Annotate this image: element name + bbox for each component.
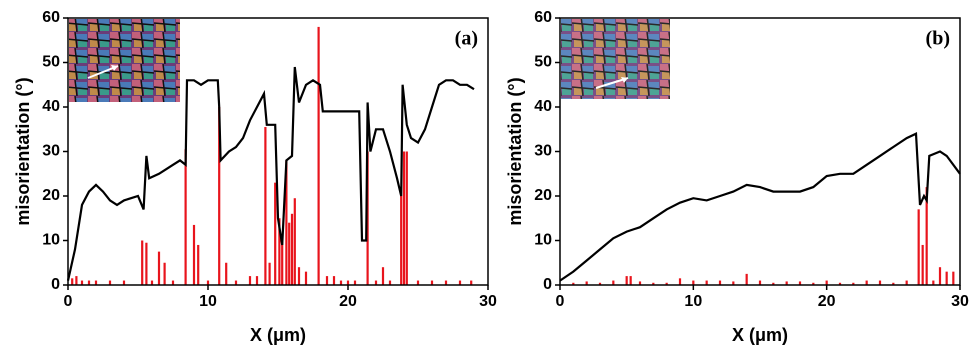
bar — [400, 196, 402, 285]
inset-a — [69, 19, 180, 102]
y-tick-label: 40 — [42, 98, 60, 115]
y-axis-label: misorientation (°) — [505, 77, 525, 225]
bar — [630, 276, 632, 285]
panel-label: (b) — [926, 28, 950, 50]
y-tick-label: 40 — [534, 98, 552, 115]
x-tick-label: 30 — [479, 293, 497, 310]
bar — [158, 252, 160, 285]
y-tick-label: 60 — [534, 9, 552, 26]
x-tick-label: 20 — [818, 293, 836, 310]
bar — [626, 276, 628, 285]
bar — [193, 225, 195, 285]
figure: 0 10 20 30 40 50 60 0 10 20 30 X (μm) misorientation… — [0, 0, 973, 351]
bar — [294, 198, 296, 285]
bar — [185, 149, 187, 285]
bar — [406, 152, 408, 286]
bar — [75, 276, 77, 285]
line — [560, 134, 960, 281]
bar — [679, 278, 681, 285]
bar — [71, 278, 73, 285]
bar — [326, 276, 328, 285]
y-tick-label: 20 — [42, 187, 60, 204]
y-tick-label: 10 — [42, 232, 60, 249]
bar — [164, 263, 166, 285]
bar — [264, 127, 266, 285]
x-tick-label: 30 — [951, 293, 969, 310]
x-tick-label: 0 — [64, 293, 73, 310]
x-axis-label: X (μm) — [250, 325, 306, 345]
panel-label: (a) — [455, 28, 478, 50]
bar — [918, 209, 920, 285]
bar — [922, 245, 924, 285]
bar — [403, 152, 405, 286]
y-tick-label: 10 — [534, 232, 552, 249]
bar — [145, 243, 147, 285]
bar — [333, 276, 335, 285]
bar — [298, 267, 300, 285]
bar — [382, 267, 384, 285]
bar — [305, 272, 307, 285]
inset-b — [561, 19, 670, 99]
bar — [256, 276, 258, 285]
x-tick-label: 10 — [199, 293, 217, 310]
bar — [946, 272, 948, 285]
bar — [291, 214, 293, 285]
bar — [274, 183, 276, 285]
y-tick-label: 50 — [42, 54, 60, 71]
bar — [746, 274, 748, 285]
y-tick-label: 50 — [534, 54, 552, 71]
y-tick-label: 60 — [42, 9, 60, 26]
bar — [225, 263, 227, 285]
y-tick-label: 20 — [534, 187, 552, 204]
bar — [952, 272, 954, 285]
x-tick-label: 10 — [684, 293, 702, 310]
page: 0 10 20 30 40 50 60 0 10 20 30 X (μm) misorientation… — [0, 0, 973, 351]
y-tick-label: 30 — [534, 143, 552, 160]
x-axis-label: X (μm) — [732, 325, 788, 345]
bar — [269, 263, 271, 285]
bar — [288, 223, 290, 285]
y-axis-label: misorientation (°) — [13, 77, 33, 225]
y-tick-label: 0 — [51, 276, 60, 293]
x-tick-label: 0 — [556, 293, 565, 310]
bar — [249, 276, 251, 285]
x-tick-label: 20 — [339, 293, 357, 310]
bar — [281, 241, 283, 286]
y-tick-label: 0 — [543, 276, 552, 293]
bar — [318, 27, 320, 285]
bar — [939, 267, 941, 285]
plot — [560, 134, 960, 285]
bar — [197, 245, 199, 285]
bar — [141, 241, 143, 286]
y-tick-label: 30 — [42, 143, 60, 160]
